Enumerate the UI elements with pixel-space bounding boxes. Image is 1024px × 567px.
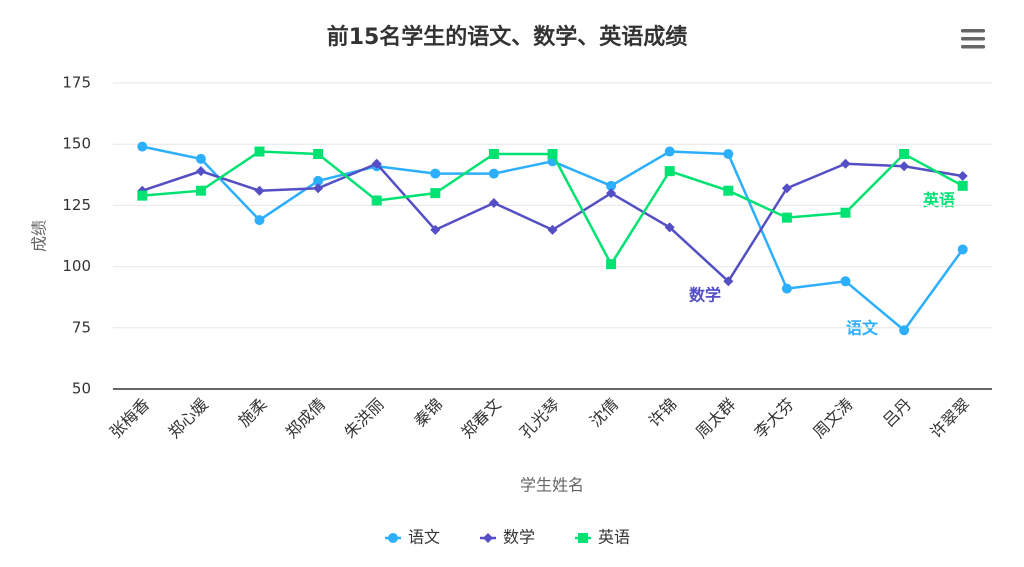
point — [840, 207, 851, 218]
point — [899, 161, 910, 172]
point — [371, 158, 382, 169]
legend-label: 数学 — [503, 528, 535, 547]
x-tick-label: 秦锦 — [410, 395, 446, 431]
point — [664, 222, 675, 233]
x-tick-label: 朱洪丽 — [340, 395, 387, 442]
point — [578, 533, 588, 543]
x-tick-label: 周文涛 — [809, 395, 856, 442]
point — [313, 175, 324, 186]
menu-bar[interactable] — [961, 37, 985, 41]
point — [371, 195, 382, 206]
point — [957, 244, 968, 255]
x-tick-label: 吕丹 — [879, 395, 915, 431]
x-tick-label: 许翠翠 — [926, 395, 973, 442]
x-tick-label: 沈倩 — [586, 395, 622, 431]
x-tick-label: 张梅香 — [106, 395, 153, 442]
point — [723, 148, 734, 159]
point — [781, 283, 792, 294]
point — [195, 166, 206, 177]
legend-item[interactable]: 语文 — [385, 528, 440, 547]
point — [483, 533, 493, 543]
legend-label: 英语 — [598, 528, 630, 547]
point — [195, 185, 206, 196]
series — [137, 158, 968, 287]
series — [137, 141, 968, 336]
x-tick-label: 郑春文 — [458, 395, 505, 442]
point — [430, 224, 441, 235]
point — [723, 276, 734, 287]
point — [254, 185, 265, 196]
x-tick-label: 施柔 — [234, 395, 270, 431]
legend-label: 语文 — [408, 528, 440, 547]
point — [254, 146, 265, 157]
x-tick-label: 李大芬 — [751, 395, 798, 442]
legend-item[interactable]: 英语 — [575, 528, 630, 547]
series-label: 英语 — [922, 191, 955, 210]
y-tick-label: 75 — [72, 318, 91, 336]
point — [254, 215, 265, 226]
point — [957, 171, 968, 182]
point — [606, 259, 617, 270]
y-tick-label: 150 — [62, 135, 91, 153]
point — [137, 190, 148, 201]
series-label: 数学 — [689, 286, 721, 305]
point — [606, 188, 617, 199]
point — [957, 180, 968, 191]
y-tick-label: 50 — [72, 380, 91, 398]
menu-bar[interactable] — [961, 29, 985, 33]
x-tick-label: 许锦 — [645, 395, 681, 431]
point — [899, 325, 910, 336]
y-tick-label: 100 — [62, 257, 91, 275]
series-line — [141, 162, 963, 284]
y-tick-label: 125 — [62, 196, 91, 214]
point — [488, 197, 499, 208]
point — [313, 148, 324, 159]
point — [430, 168, 441, 179]
point — [488, 148, 499, 159]
series-line — [142, 145, 964, 333]
point — [547, 148, 558, 159]
point — [840, 276, 851, 287]
menu-button[interactable] — [961, 29, 985, 49]
series-line — [142, 150, 964, 267]
x-tick-label: 郑成倩 — [282, 395, 329, 442]
point — [664, 146, 675, 157]
x-axis-title: 学生姓名 — [520, 476, 584, 495]
x-tick-label: 孔光琴 — [516, 395, 563, 442]
point — [430, 188, 441, 199]
point — [781, 212, 792, 223]
point — [899, 148, 910, 159]
y-tick-label: 175 — [62, 74, 91, 92]
point — [547, 224, 558, 235]
point — [388, 533, 398, 543]
point — [195, 153, 206, 164]
point — [840, 158, 851, 169]
point — [488, 168, 499, 179]
point — [723, 185, 734, 196]
legend-item[interactable]: 数学 — [480, 528, 535, 547]
point — [664, 166, 675, 177]
menu-bar[interactable] — [961, 45, 985, 49]
point — [606, 180, 617, 191]
point — [137, 141, 148, 152]
x-tick-label: 郑心媛 — [165, 395, 212, 442]
chart-title: 前15名学生的语文、数学、英语成绩 — [327, 24, 688, 50]
y-axis-title: 成绩 — [30, 220, 49, 252]
point — [781, 183, 792, 194]
point — [313, 183, 324, 194]
x-tick-label: 周太群 — [692, 395, 739, 442]
series — [137, 146, 968, 270]
